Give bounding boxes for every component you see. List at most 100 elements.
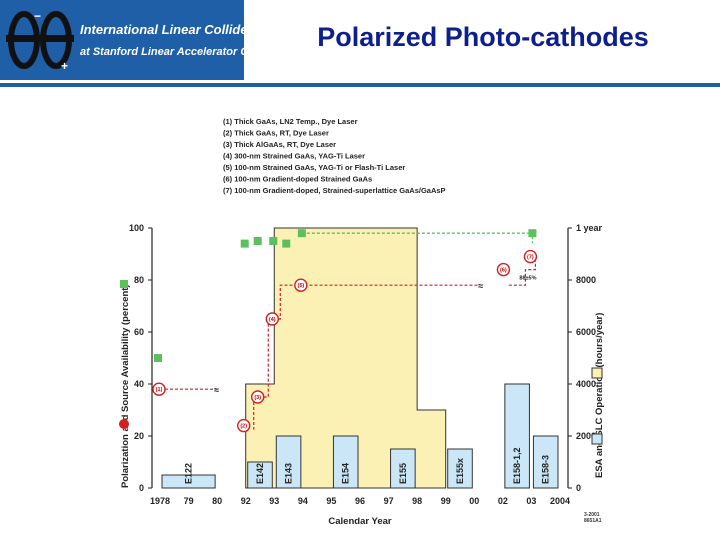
experiment-label: E158-1,2 bbox=[512, 447, 522, 484]
left-y-label-part: Polarization bbox=[120, 432, 131, 488]
header-divider bbox=[0, 83, 720, 87]
axis-break-mark: ≈ bbox=[214, 385, 219, 395]
availability-point bbox=[253, 237, 262, 245]
legend-entry: (1) Thick GaAs, LN2 Temp., Dye Laser bbox=[223, 117, 358, 126]
figure-code: 3-2001 8651A1 bbox=[584, 512, 602, 524]
polarization-marker-icon bbox=[119, 419, 129, 429]
legend-entry: (3) Thick AlGaAs, RT, Dye Laser bbox=[223, 140, 336, 149]
left-tick-label: 80 bbox=[134, 275, 144, 285]
left-y-label-part: and Source Availability bbox=[120, 325, 131, 431]
polarization-point bbox=[496, 262, 511, 277]
legend-entry: (6) 100-nm Gradient-doped Strained GaAs bbox=[223, 175, 372, 184]
esa-experiment-bar bbox=[247, 461, 273, 489]
polarization-annotation: 88±5% bbox=[519, 276, 536, 282]
polarization-trend-line bbox=[508, 256, 537, 286]
experiment-label: E122 bbox=[184, 463, 194, 484]
x-tick-label: 2004 bbox=[550, 496, 570, 506]
polarization-point bbox=[523, 249, 538, 264]
esa-experiment-bar bbox=[390, 448, 416, 489]
availability-point bbox=[154, 354, 162, 362]
polarization-chart: (1) Thick GaAs, LN2 Temp., Dye Laser (2) … bbox=[119, 117, 605, 527]
legend-entry: (4) 300-nm Strained GaAs, YAG-Ti Laser bbox=[223, 152, 365, 161]
experiment-label: E142 bbox=[255, 463, 265, 484]
polarization-point bbox=[251, 390, 265, 404]
esa-experiment-bar bbox=[161, 474, 216, 489]
availability-point bbox=[282, 239, 291, 248]
svg-text:−: − bbox=[34, 9, 41, 23]
left-tick-label: 20 bbox=[134, 431, 144, 441]
left-tick-label: 40 bbox=[134, 379, 144, 389]
availability-point bbox=[297, 229, 306, 238]
left-y-axis-label: Polarization and Source Availability (pe… bbox=[120, 284, 131, 488]
figure-code-date: 3-2001 bbox=[584, 512, 600, 518]
polarization-point bbox=[294, 278, 308, 292]
polarization-point-label: (4) bbox=[269, 317, 276, 323]
right-tick-label: 8000 bbox=[576, 275, 596, 285]
ilc-logo-mark-icon: − + bbox=[6, 9, 74, 73]
legend-entry: (7) 100-nm Gradient-doped, Strained-supe… bbox=[223, 186, 446, 195]
x-tick-label: 93 bbox=[269, 496, 279, 506]
x-axis-label: Calendar Year bbox=[328, 516, 392, 527]
esa-experiment-bar bbox=[532, 435, 559, 489]
figure-code-number: 8651A1 bbox=[584, 518, 602, 524]
esa-experiment-bar bbox=[332, 435, 359, 489]
right-y-label-part: ESA bbox=[594, 456, 605, 478]
x-tick-label: 96 bbox=[355, 496, 365, 506]
polarization-point-label: (3) bbox=[254, 395, 261, 401]
x-tick-label: 94 bbox=[298, 496, 308, 506]
x-tick-label: 02 bbox=[498, 496, 508, 506]
right-tick-label: 0 bbox=[576, 483, 581, 493]
experiment-label: E143 bbox=[284, 463, 294, 484]
x-tick-label: 97 bbox=[384, 496, 394, 506]
esa-key-swatch bbox=[591, 433, 603, 445]
left-tick-label: 100 bbox=[129, 223, 144, 233]
polarization-point-label: (7) bbox=[527, 255, 534, 261]
slc-key-swatch bbox=[591, 367, 603, 379]
right-tick-label: 4000 bbox=[576, 379, 596, 389]
availability-point bbox=[240, 239, 249, 248]
x-tick-label: 1978 bbox=[150, 496, 170, 506]
x-tick-label: 00 bbox=[469, 496, 479, 506]
availability-point bbox=[269, 237, 278, 245]
legend-entry: (5) 100-nm Strained GaAs, YAG-Ti or Flas… bbox=[223, 163, 405, 172]
polarization-point-label: (1) bbox=[156, 387, 163, 393]
logo-line1: International Linear Collider bbox=[80, 22, 253, 37]
right-y-axis-label: ESA and SLC Operation (hours/year) bbox=[594, 313, 605, 478]
x-tick-label: 99 bbox=[441, 496, 451, 506]
experiment-label: E155x bbox=[455, 458, 465, 484]
logo-line2: at Stanford Linear Accelerator Center bbox=[80, 46, 276, 58]
right-y-label-part: Operation bbox=[594, 367, 605, 415]
slc-operation-area bbox=[245, 227, 447, 489]
polarization-trend-line bbox=[253, 319, 269, 398]
esa-experiment-bar bbox=[275, 435, 302, 489]
left-y-label-part: (percent) bbox=[120, 284, 131, 325]
right-tick-label: 6000 bbox=[576, 327, 596, 337]
polarization-point bbox=[152, 382, 166, 396]
polarization-point-label: (2) bbox=[240, 424, 247, 430]
ilc-logo: − + International Linear Collider at Sta… bbox=[0, 0, 275, 80]
x-tick-label: 92 bbox=[241, 496, 251, 506]
legend-entry: (2) Thick GaAs, RT, Dye Laser bbox=[223, 129, 329, 138]
experiment-label: E155 bbox=[398, 463, 408, 484]
left-tick-label: 0 bbox=[139, 483, 144, 493]
right-tick-label: 1 year bbox=[576, 223, 603, 233]
polarization-point bbox=[265, 312, 279, 326]
x-tick-label: 95 bbox=[326, 496, 336, 506]
page-title: Polarized Photo-cathodes bbox=[317, 22, 649, 52]
availability-point bbox=[528, 229, 537, 238]
polarization-point-label: (5) bbox=[297, 283, 304, 289]
experiment-label: E154 bbox=[341, 463, 351, 484]
availability-marker-icon bbox=[120, 280, 128, 288]
right-y-label-part: (hours/year) bbox=[594, 313, 605, 368]
x-tick-label: 03 bbox=[526, 496, 536, 506]
experiment-label: E158-3 bbox=[541, 455, 551, 484]
x-tick-label: 79 bbox=[184, 496, 194, 506]
right-tick-label: 2000 bbox=[576, 431, 596, 441]
polarization-point bbox=[237, 418, 251, 433]
polarization-point-label: (6) bbox=[500, 268, 507, 274]
svg-text:+: + bbox=[61, 59, 68, 73]
esa-experiment-bar bbox=[504, 383, 530, 489]
esa-experiment-bar bbox=[447, 448, 473, 489]
axis-break-mark: ≈ bbox=[478, 281, 483, 291]
x-tick-label: 98 bbox=[412, 496, 422, 506]
